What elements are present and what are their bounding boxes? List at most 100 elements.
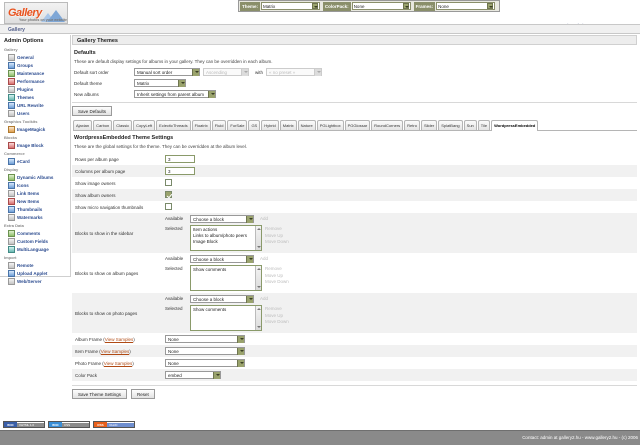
photo-selected-list[interactable]: Show comments — [190, 305, 262, 331]
sidebar-item-comments[interactable]: Comments — [3, 229, 70, 237]
sidebar-item-multilanguage[interactable]: MultiLanguage — [3, 245, 70, 253]
tab-retro[interactable]: Retro — [404, 119, 420, 130]
validation-badge[interactable]: W3C XHTML 1.0 — [3, 421, 45, 428]
scrollbar[interactable] — [255, 306, 261, 330]
sidebar-item-web-server[interactable]: Web/Server — [3, 277, 70, 285]
album-add-button[interactable]: Add — [260, 256, 269, 261]
sidebar-item-maintenance[interactable]: Maintenance — [3, 69, 70, 77]
gallery-logo[interactable]: Gallery Your photos on your website — [4, 2, 68, 24]
tab-ajaxian[interactable]: Ajaxian — [73, 119, 93, 130]
sidebar-item-groups[interactable]: Groups — [3, 61, 70, 69]
tab-pgglossar[interactable]: PGGlossar — [344, 119, 371, 130]
sidebar-item-ecard[interactable]: eCard — [3, 157, 70, 165]
tab-sun[interactable]: Sun — [463, 119, 477, 130]
list-item[interactable]: Item actions — [193, 227, 218, 232]
album-move-up-button[interactable]: Move Up — [265, 272, 284, 278]
columns-per-page-input[interactable] — [165, 167, 195, 175]
sidebar-move-up-button[interactable]: Move Up — [265, 232, 284, 238]
save-theme-settings-button[interactable]: Save Theme Settings — [72, 389, 127, 399]
tab-splatbang[interactable]: SplatBang — [438, 119, 463, 130]
sidebar-available-select[interactable]: Choose a block — [190, 215, 254, 223]
sidebar-item-plugins[interactable]: Plugins — [3, 85, 70, 93]
list-item[interactable]: Links to album/photo peers — [193, 233, 248, 238]
sidebar-item-dynamic-albums[interactable]: Dynamic Albums — [3, 173, 70, 181]
photo-move-up-button[interactable]: Move Up — [265, 312, 284, 318]
item-frame-view-samples-link[interactable]: View Samples — [100, 348, 130, 354]
sidebar-item-thumbnails[interactable]: Thumbnails — [3, 205, 70, 213]
tab-classic[interactable]: Classic — [113, 119, 133, 130]
tab-matrix[interactable]: Matrix — [279, 119, 297, 130]
show-image-owners-checkbox[interactable] — [165, 179, 172, 186]
sidebar-item-watermarks[interactable]: Watermarks — [3, 213, 70, 221]
sidebar-item-themes[interactable]: Themes — [3, 93, 70, 101]
tab-forsale[interactable]: ForSale — [227, 119, 248, 130]
color-pack-select[interactable]: embed — [165, 371, 221, 379]
album-move-down-button[interactable]: Move Down — [265, 279, 289, 284]
frames-select[interactable]: None — [436, 2, 496, 10]
sidebar-item-label: Image Block — [17, 142, 44, 148]
photo-frame-view-samples-link[interactable]: View Samples — [103, 360, 133, 366]
album-available-select[interactable]: Choose a block — [190, 255, 254, 263]
tab-slider[interactable]: Slider — [420, 119, 438, 130]
sidebar-item-imagemagick[interactable]: ImageMagick — [3, 125, 70, 133]
photo-add-button[interactable]: Add — [260, 296, 269, 301]
new-albums-select[interactable]: Inherit settings from parent album — [134, 90, 216, 98]
list-item[interactable]: Image Block — [193, 239, 218, 244]
sidebar-remove-button[interactable]: Remove — [265, 226, 282, 231]
breadcrumb[interactable]: Gallery — [8, 27, 25, 33]
album-remove-button[interactable]: Remove — [265, 266, 282, 271]
show-album-owners-checkbox[interactable] — [165, 191, 172, 198]
album-frame-view-samples-link[interactable]: View Samples — [104, 336, 134, 342]
tab-pglightbox[interactable]: PGLightbox — [316, 119, 344, 130]
sidebar-item-users[interactable]: Users — [3, 109, 70, 117]
sidebar-item-icons[interactable]: Icons — [3, 181, 70, 189]
sidebar-move-down-button[interactable]: Move Down — [265, 239, 289, 244]
tab-gs[interactable]: GS — [248, 119, 261, 130]
default-theme-select[interactable]: Matrix — [134, 79, 186, 87]
album-selected-list[interactable]: Show comments — [190, 265, 262, 291]
album-frame-select[interactable]: None — [165, 335, 245, 343]
photo-available-select[interactable]: Choose a block — [190, 295, 254, 303]
tab-eclecticthreads[interactable]: EclecticThreads — [156, 119, 191, 130]
tab-wordpressembedded[interactable]: WordpressEmbedded — [491, 119, 539, 131]
sidebar-item-url-rewrite[interactable]: URL Rewrite — [3, 101, 70, 109]
colorpack-select[interactable]: None — [351, 2, 411, 10]
rows-per-page-input[interactable] — [165, 155, 195, 163]
sidebar-item-link-items[interactable]: Link Items — [3, 189, 70, 197]
scrollbar[interactable] — [255, 266, 261, 290]
validation-badge[interactable]: W3C CSS — [48, 421, 90, 428]
photo-move-down-button[interactable]: Move Down — [265, 319, 289, 324]
tab-hybrid[interactable]: Hybrid — [261, 119, 279, 130]
reset-button[interactable]: Reset — [130, 389, 155, 399]
show-micro-nav-checkbox[interactable] — [165, 203, 172, 210]
sidebar-selected-list[interactable]: Item actions Links to album/photo peers … — [190, 225, 262, 251]
photo-remove-button[interactable]: Remove — [265, 306, 282, 311]
item-frame-select[interactable]: None — [165, 347, 245, 355]
theme-select[interactable]: Matrix — [261, 2, 320, 10]
sidebar-item-upload-applet[interactable]: Upload Applet — [3, 269, 70, 277]
tab-roundcorners[interactable]: RoundCorners — [371, 119, 404, 130]
tab-tile[interactable]: Tile — [477, 119, 491, 130]
sidebar-add-button[interactable]: Add — [260, 216, 269, 221]
preset-select[interactable]: « no preset » — [266, 68, 323, 76]
tab-fluid[interactable]: Fluid — [211, 119, 227, 130]
tab-floatrix[interactable]: Floatrix — [191, 119, 211, 130]
sidebar-item-new-items[interactable]: New Items — [3, 197, 70, 205]
scrollbar[interactable] — [255, 226, 261, 250]
sidebar-item-custom-fields[interactable]: Custom Fields — [3, 237, 70, 245]
default-sort-order-select[interactable]: Manual sort order — [134, 68, 200, 76]
sidebar-item-performance[interactable]: Performance — [3, 77, 70, 85]
tab-nature[interactable]: Nature — [297, 119, 316, 130]
tab-copyleft[interactable]: CopyLeft — [133, 119, 156, 130]
sidebar-item-remote[interactable]: Remote — [3, 261, 70, 269]
list-item[interactable]: Show comments — [193, 307, 227, 312]
tab-carbon[interactable]: Carbon — [93, 119, 113, 130]
save-defaults-button[interactable]: Save Defaults — [72, 106, 113, 116]
sidebar-item-general[interactable]: General — [3, 53, 70, 61]
list-item[interactable]: Show comments — [193, 267, 227, 272]
sidebar-item-image-block[interactable]: Image Block — [3, 141, 70, 149]
photo-frame-select[interactable]: None — [165, 359, 245, 367]
sort-direction-select[interactable]: Ascending — [203, 68, 249, 76]
chevron-down-icon — [246, 295, 253, 303]
validation-badge[interactable]: RSS VALID — [93, 421, 135, 428]
